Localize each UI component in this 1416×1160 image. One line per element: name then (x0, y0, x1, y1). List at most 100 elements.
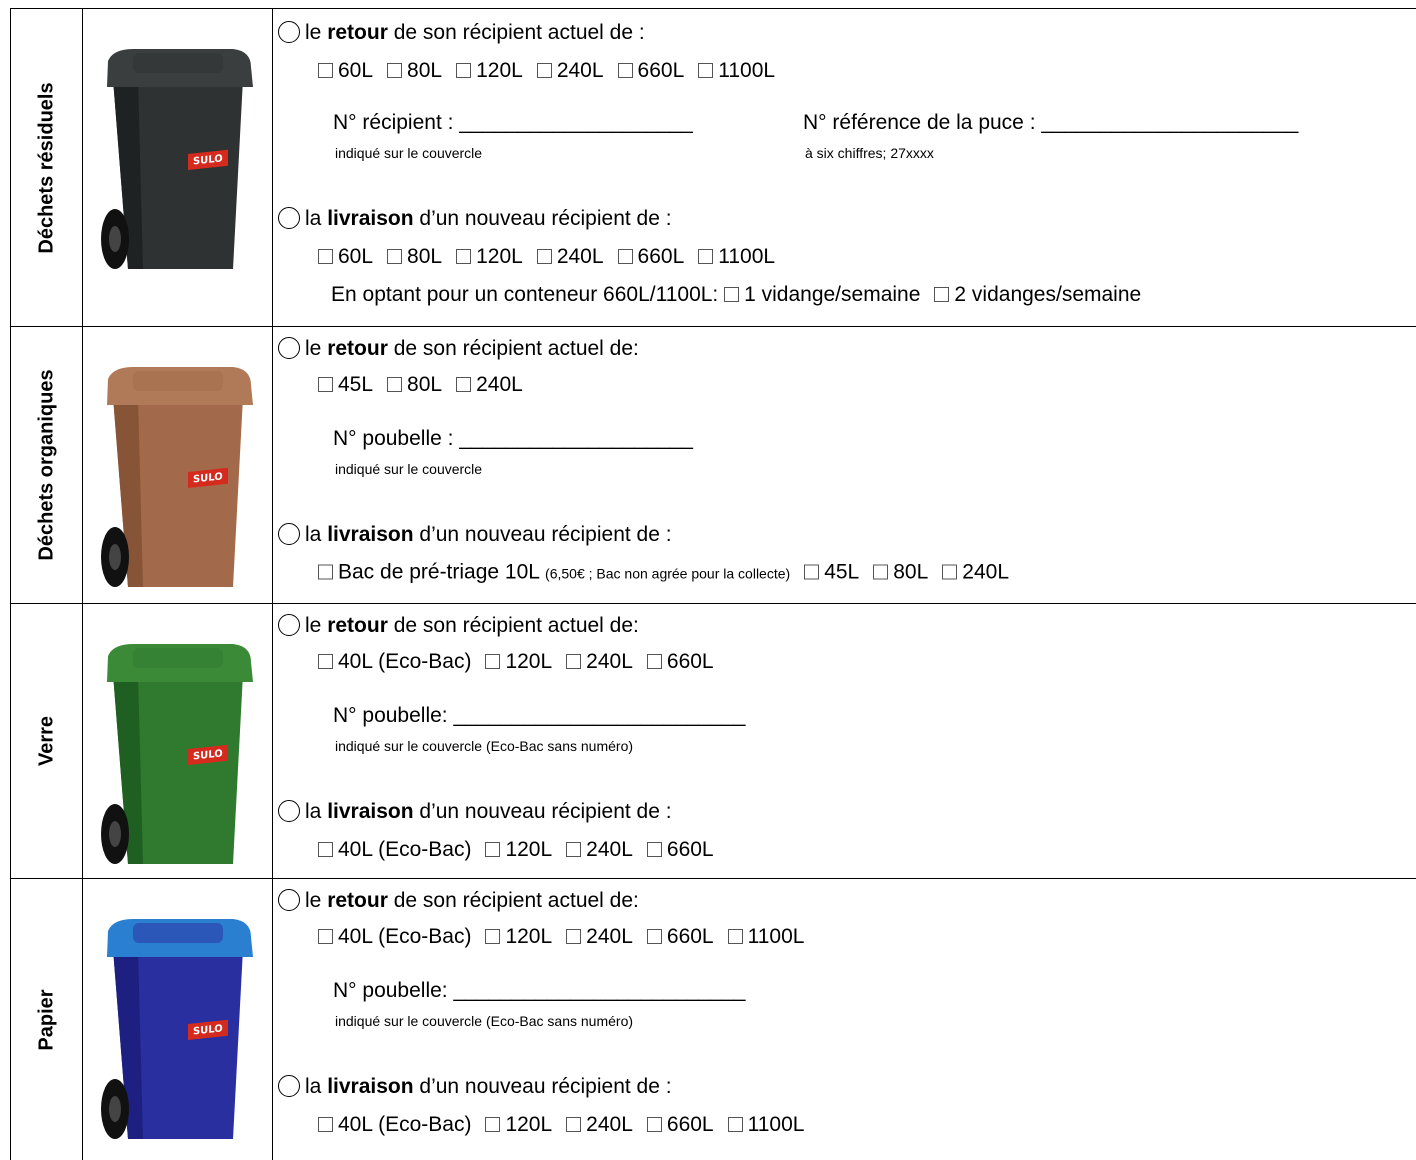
option: 40L (Eco-Bac) (318, 925, 471, 948)
checkbox[interactable] (485, 1117, 500, 1132)
option: 240L (566, 1113, 633, 1136)
checkbox[interactable] (804, 565, 819, 580)
row-label-cell: Verre (10, 604, 83, 878)
option: 2 vidanges/semaine (934, 283, 1141, 306)
checkbox[interactable] (942, 565, 957, 580)
option-text: 40L (Eco-Bac) (338, 838, 471, 861)
option-text: 80L (407, 245, 442, 268)
checkbox[interactable] (647, 1117, 662, 1132)
option-text: 80L (893, 561, 928, 584)
option-text: 240L (586, 1113, 633, 1136)
checkbox[interactable] (537, 63, 552, 78)
checkbox[interactable] (934, 287, 949, 302)
checkbox[interactable] (387, 377, 402, 392)
option: 1 vidange/semaine (724, 283, 920, 306)
option: 120L (456, 59, 523, 82)
option-text: 45L (824, 561, 859, 584)
option-text: 660L (638, 245, 685, 268)
option-text: 240L (586, 925, 633, 948)
option: 240L (537, 245, 604, 268)
option: 660L (647, 1113, 714, 1136)
option: 60L (318, 245, 373, 268)
option-text: 240L (586, 838, 633, 861)
option: 660L (618, 245, 685, 268)
option-text: 660L (667, 1113, 714, 1136)
checkbox[interactable] (873, 565, 888, 580)
checkbox[interactable] (698, 249, 713, 264)
field-blank: ____________________ (459, 111, 693, 134)
option-text: 120L (505, 925, 552, 948)
option: 1100L (728, 925, 805, 948)
checkbox[interactable] (728, 1117, 743, 1132)
field-label: N° poubelle: (333, 704, 453, 727)
livraison-bold: livraison (327, 1075, 413, 1098)
checkbox[interactable] (485, 842, 500, 857)
checkbox[interactable] (456, 249, 471, 264)
bin-image: SULO (93, 909, 263, 1159)
option-text: 660L (638, 59, 685, 82)
checkbox[interactable] (618, 63, 633, 78)
livraison-after: d’un nouveau récipient de : (414, 207, 672, 230)
checkbox[interactable] (318, 1117, 333, 1132)
checkbox[interactable] (318, 842, 333, 857)
radio (278, 207, 300, 229)
option-text: 45L (338, 373, 373, 396)
checkbox[interactable] (618, 249, 633, 264)
option: 60L (318, 59, 373, 82)
checkbox[interactable] (566, 654, 581, 669)
checkbox[interactable] (724, 287, 739, 302)
option: 660L (647, 925, 714, 948)
option: 240L (566, 925, 633, 948)
checkbox[interactable] (387, 249, 402, 264)
extra-text: En optant pour un conteneur 660L/1100L: (331, 283, 718, 306)
checkbox[interactable] (318, 63, 333, 78)
field-hint: indiqué sur le couvercle (Eco-Bac sans n… (335, 1013, 633, 1029)
checkbox[interactable] (485, 929, 500, 944)
checkbox[interactable] (566, 842, 581, 857)
retour-options: 40L (Eco-Bac) 120L 240L 660L 1100L (318, 924, 818, 950)
option-text: 660L (667, 838, 714, 861)
checkbox[interactable] (318, 565, 333, 580)
field-label: N° récipient : (333, 111, 459, 134)
livraison-before: la (305, 207, 327, 230)
field-label: N° poubelle: (333, 979, 453, 1002)
livraison-before: la (305, 523, 327, 546)
page: (() => { const data = JSON.parse(documen… (0, 0, 1416, 1153)
field-hint: indiqué sur le couvercle (Eco-Bac sans n… (335, 738, 633, 754)
checkbox[interactable] (566, 1117, 581, 1132)
checkbox[interactable] (647, 654, 662, 669)
checkbox[interactable] (387, 63, 402, 78)
field-blank: ______________________ (1041, 111, 1298, 134)
image-cell: SULO (83, 879, 273, 1160)
checkbox[interactable] (698, 63, 713, 78)
checkbox[interactable] (318, 929, 333, 944)
checkbox[interactable] (485, 654, 500, 669)
retour-after: de son récipient actuel de : (388, 21, 645, 44)
retour-bold: retour (327, 337, 388, 360)
retour-line: le retour de son récipient actuel de: (278, 613, 639, 639)
checkbox[interactable] (566, 929, 581, 944)
retour-before: le (305, 889, 327, 912)
livraison-bold: livraison (327, 800, 413, 823)
checkbox[interactable] (318, 654, 333, 669)
bin-image: SULO (93, 357, 263, 607)
field-label: N° référence de la puce : (803, 111, 1041, 134)
checkbox[interactable] (456, 63, 471, 78)
checkbox[interactable] (318, 249, 333, 264)
checkbox[interactable] (456, 377, 471, 392)
retour-after: de son récipient actuel de: (388, 889, 639, 912)
option-text: 2 vidanges/semaine (954, 283, 1141, 306)
checkbox[interactable] (318, 377, 333, 392)
bin-image: SULO (93, 39, 263, 289)
option: 45L (318, 373, 373, 396)
checkbox[interactable] (537, 249, 552, 264)
checkbox[interactable] (728, 929, 743, 944)
form-row: Déchets résiduels SULO le retour de son … (10, 8, 1416, 326)
option: 80L (387, 373, 442, 396)
checkbox[interactable] (647, 842, 662, 857)
radio (278, 889, 300, 911)
checkbox[interactable] (647, 929, 662, 944)
option-text: 240L (476, 373, 523, 396)
livraison-line: la livraison d’un nouveau récipient de : (278, 1074, 672, 1100)
